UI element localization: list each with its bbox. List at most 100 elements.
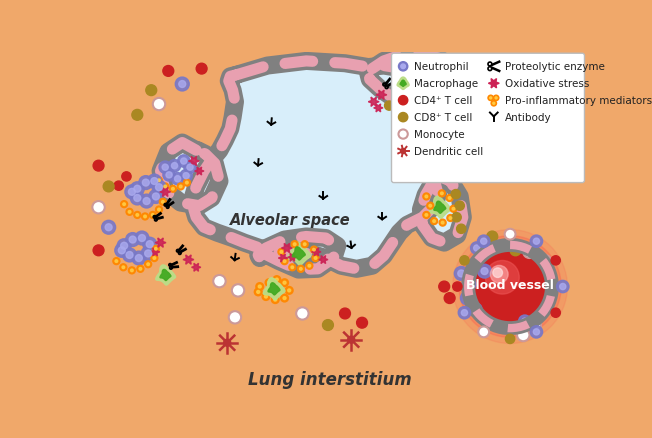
Polygon shape [160,143,220,206]
Circle shape [441,193,443,195]
Circle shape [517,329,529,341]
Circle shape [187,165,193,171]
Circle shape [262,293,270,301]
Circle shape [134,186,141,193]
Circle shape [398,63,408,72]
Circle shape [105,224,112,231]
Circle shape [398,113,408,123]
Polygon shape [188,157,200,166]
Circle shape [429,205,432,208]
Circle shape [168,160,181,173]
Circle shape [265,295,267,298]
Polygon shape [415,71,439,95]
Circle shape [459,236,561,338]
Circle shape [143,215,147,218]
Circle shape [415,103,418,106]
Circle shape [170,186,177,193]
Circle shape [481,268,488,275]
Circle shape [126,252,133,259]
Circle shape [533,239,539,245]
Circle shape [505,229,516,240]
Circle shape [156,184,162,191]
Circle shape [141,247,155,261]
Polygon shape [192,62,477,269]
Circle shape [130,269,133,272]
Circle shape [421,95,424,99]
Circle shape [117,239,131,253]
Circle shape [518,315,531,328]
Circle shape [283,260,286,263]
Text: Dendritic cell: Dendritic cell [414,147,483,157]
Circle shape [181,159,187,165]
Circle shape [171,173,184,185]
Circle shape [158,209,160,212]
Circle shape [103,182,114,192]
Polygon shape [421,77,433,90]
Polygon shape [288,254,297,261]
Circle shape [151,255,158,262]
FancyBboxPatch shape [391,54,584,183]
Circle shape [291,266,293,269]
Circle shape [477,236,490,248]
Circle shape [153,246,159,253]
Polygon shape [192,264,201,272]
Circle shape [120,264,127,271]
Circle shape [438,110,446,118]
Circle shape [501,241,512,251]
Circle shape [143,238,156,251]
Circle shape [444,293,455,304]
Circle shape [163,67,173,77]
Circle shape [401,65,406,70]
Circle shape [155,248,157,251]
Circle shape [313,249,316,251]
Circle shape [471,242,483,254]
Polygon shape [488,79,499,89]
Circle shape [539,255,551,268]
Circle shape [137,266,144,273]
Circle shape [494,96,499,101]
Circle shape [452,282,462,291]
Circle shape [401,105,410,114]
Circle shape [183,173,189,179]
Circle shape [151,214,154,217]
Polygon shape [288,242,311,266]
Circle shape [444,103,447,106]
Circle shape [393,111,402,120]
Polygon shape [397,78,409,90]
Circle shape [462,310,467,316]
Text: Pro-inflammatory mediators: Pro-inflammatory mediators [505,96,652,106]
Circle shape [179,81,186,88]
Circle shape [425,214,428,217]
Circle shape [128,267,136,274]
Circle shape [446,195,453,202]
Circle shape [271,296,279,304]
Circle shape [424,117,427,120]
Circle shape [551,256,560,265]
Circle shape [490,266,508,283]
Circle shape [280,251,283,254]
Circle shape [146,241,153,248]
Circle shape [139,176,153,190]
Text: Proteolytic enzyme: Proteolytic enzyme [505,62,604,72]
Circle shape [430,92,434,95]
Circle shape [297,266,304,273]
Circle shape [254,288,262,296]
Circle shape [533,329,539,335]
Circle shape [493,103,495,105]
Circle shape [293,243,296,246]
Circle shape [93,161,104,172]
Polygon shape [312,248,321,256]
Text: Alveolar space: Alveolar space [230,212,351,227]
Polygon shape [183,255,194,265]
Circle shape [171,163,177,170]
Circle shape [450,206,457,213]
Circle shape [142,180,149,187]
Text: Antibody: Antibody [505,113,552,123]
Circle shape [175,78,189,92]
Circle shape [126,209,133,216]
Circle shape [121,201,128,208]
Circle shape [156,207,162,213]
Text: Oxidative stress: Oxidative stress [505,79,589,89]
Circle shape [296,307,308,320]
Text: CD8⁺ T cell: CD8⁺ T cell [414,113,472,123]
